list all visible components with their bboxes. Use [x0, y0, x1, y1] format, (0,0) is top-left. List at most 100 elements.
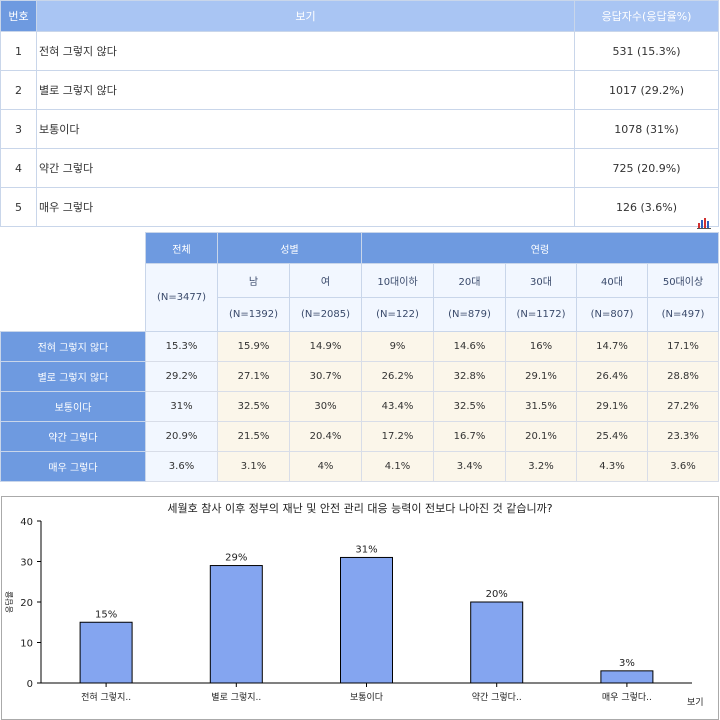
y-axis-label: 응답율 — [4, 591, 14, 613]
x-axis-label: 보기 — [687, 697, 704, 708]
bar-data-label: 31% — [355, 544, 377, 555]
row-count: 126 (3.6%) — [574, 187, 719, 227]
bar — [470, 601, 524, 684]
value-cell: 14.9% — [289, 331, 362, 362]
value-cell: 20.4% — [289, 421, 362, 452]
row-label: 별로 그렇지 않다 — [0, 361, 146, 392]
value-cell: 17.2% — [361, 421, 434, 452]
row-label: 약간 그렇다 — [0, 421, 146, 452]
count-age-50s: (N=497) — [647, 297, 719, 332]
value-cell: 32.5% — [433, 391, 506, 422]
chart-title: 세월호 참사 이후 정부의 재난 및 안전 관리 대응 능력이 전보다 나아진 … — [167, 502, 552, 515]
summary-row: 2 별로 그렇지 않다 1017 (29.2%) — [0, 70, 719, 110]
header-option: 보기 — [36, 0, 575, 32]
breakdown-row: 전혀 그렇지 않다 15.3% 15.9% 14.9% 9% 14.6% 16%… — [0, 331, 719, 362]
bar — [209, 565, 263, 684]
column-age-10s: 10대이하 — [361, 263, 434, 298]
count-female: (N=2085) — [289, 297, 362, 332]
value-cell: 3.6% — [647, 451, 719, 482]
x-tick-label: 약간 그렇다.. — [472, 691, 522, 703]
value-cell: 27.2% — [647, 391, 719, 422]
bar — [340, 556, 393, 684]
row-count: 1017 (29.2%) — [574, 70, 719, 110]
column-age-20s: 20대 — [433, 263, 506, 298]
count-age-10s: (N=122) — [361, 297, 434, 332]
value-cell: 17.1% — [647, 331, 719, 362]
summary-row: 5 매우 그렇다 126 (3.6%) — [0, 187, 719, 227]
y-tick-label: 20 — [20, 598, 33, 609]
value-cell: 21.5% — [217, 421, 290, 452]
breakdown-row: 매우 그렇다 3.6% 3.1% 4% 4.1% 3.4% 3.2% 4.3% … — [0, 451, 719, 482]
summary-row: 1 전혀 그렇지 않다 531 (15.3%) — [0, 31, 719, 71]
value-cell: 29.2% — [145, 361, 218, 392]
row-count: 725 (20.9%) — [574, 148, 719, 188]
value-cell: 3.6% — [145, 451, 218, 482]
value-cell: 14.6% — [433, 331, 506, 362]
value-cell: 26.4% — [576, 361, 648, 392]
row-count: 1078 (31%) — [574, 109, 719, 149]
breakdown-row: 약간 그렇다 20.9% 21.5% 20.4% 17.2% 16.7% 20.… — [0, 421, 719, 452]
count-male: (N=1392) — [217, 297, 290, 332]
bar-data-label: 29% — [225, 553, 247, 564]
value-cell: 9% — [361, 331, 434, 362]
bar — [79, 621, 133, 684]
header-total: 전체 — [145, 232, 218, 264]
breakdown-row: 보통이다 31% 32.5% 30% 43.4% 32.5% 31.5% 29.… — [0, 391, 719, 422]
value-cell: 16% — [505, 331, 577, 362]
value-cell: 28.8% — [647, 361, 719, 392]
value-cell: 14.7% — [576, 331, 648, 362]
summary-row: 4 약간 그렇다 725 (20.9%) — [0, 148, 719, 188]
bar-chart-icon[interactable] — [697, 217, 711, 229]
value-cell: 30% — [289, 391, 362, 422]
value-cell: 43.4% — [361, 391, 434, 422]
row-label: 보통이다 — [0, 391, 146, 422]
x-tick-label: 별로 그렇지.. — [211, 692, 261, 703]
chart-canvas: 세월호 참사 이후 정부의 재난 및 안전 관리 대응 능력이 전보다 나아진 … — [4, 502, 704, 708]
row-option: 보통이다 — [36, 109, 575, 149]
summary-header-row: 번호 보기 응답자수(응답율%) — [0, 0, 719, 32]
value-cell: 3.4% — [433, 451, 506, 482]
x-tick-label: 전혀 그렇지.. — [81, 692, 131, 703]
count-age-20s: (N=879) — [433, 297, 506, 332]
value-cell: 15.9% — [217, 331, 290, 362]
column-male: 남 — [217, 263, 290, 298]
y-tick-label: 0 — [27, 679, 33, 690]
header-gender: 성별 — [217, 232, 362, 264]
value-cell: 29.1% — [576, 391, 648, 422]
value-cell: 27.1% — [217, 361, 290, 392]
row-label: 매우 그렇다 — [0, 451, 146, 482]
demographic-breakdown-table: 전체 성별 연령 (N=3477) 남 여 10대이하 20대 30대 40대 … — [0, 232, 719, 482]
row-number: 4 — [0, 148, 37, 188]
x-tick-label: 매우 그렇다.. — [602, 692, 652, 703]
count-row: (N=1392) (N=2085) (N=122) (N=879) (N=117… — [1, 297, 719, 332]
row-option: 별로 그렇지 않다 — [36, 70, 575, 110]
value-cell: 4.1% — [361, 451, 434, 482]
response-bar-chart: 세월호 참사 이후 정부의 재난 및 안전 관리 대응 능력이 전보다 나아진 … — [1, 496, 719, 720]
value-cell: 23.3% — [647, 421, 719, 452]
column-female: 여 — [289, 263, 362, 298]
bar — [600, 670, 654, 684]
response-summary-table: 번호 보기 응답자수(응답율%) 1 전혀 그렇지 않다 531 (15.3%)… — [0, 0, 719, 227]
row-option: 매우 그렇다 — [36, 187, 575, 227]
row-number: 1 — [0, 31, 37, 71]
value-cell: 4% — [289, 451, 362, 482]
value-cell: 29.1% — [505, 361, 577, 392]
column-age-50s: 50대이상 — [647, 263, 719, 298]
value-cell: 32.5% — [217, 391, 290, 422]
row-number: 5 — [0, 187, 37, 227]
bar-data-label: 15% — [95, 609, 117, 620]
count-age-40s: (N=807) — [576, 297, 648, 332]
corner-cell — [0, 232, 146, 332]
value-cell: 3.1% — [217, 451, 290, 482]
column-header-row: (N=3477) 남 여 10대이하 20대 30대 40대 50대이상 — [1, 263, 719, 332]
y-tick-label: 10 — [20, 639, 33, 650]
value-cell: 3.2% — [505, 451, 577, 482]
header-age: 연령 — [361, 232, 719, 264]
value-cell: 30.7% — [289, 361, 362, 392]
row-number: 2 — [0, 70, 37, 110]
count-age-30s: (N=1172) — [505, 297, 577, 332]
bar-data-label: 3% — [619, 658, 635, 669]
x-tick-label: 보통이다 — [350, 692, 384, 703]
value-cell: 31% — [145, 391, 218, 422]
row-option: 전혀 그렇지 않다 — [36, 31, 575, 71]
